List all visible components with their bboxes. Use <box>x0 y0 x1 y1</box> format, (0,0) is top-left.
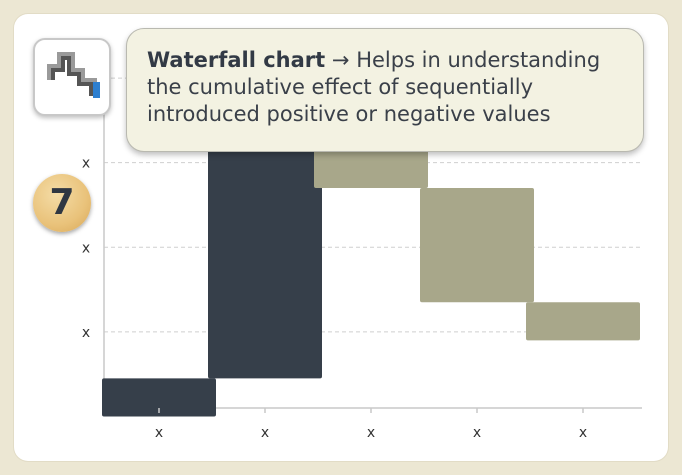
callout-title: Waterfall chart <box>147 48 326 72</box>
waterfall-bar <box>420 188 534 303</box>
callout: Waterfall chart → Helps in understanding… <box>126 28 644 152</box>
waterfall-bar <box>314 149 428 189</box>
y-tick-label: x <box>82 325 90 341</box>
step-badge: 7 <box>33 174 91 232</box>
waterfall-bar <box>526 302 640 341</box>
waterfall-chart-icon <box>33 38 111 116</box>
x-tick-label: x <box>367 425 375 441</box>
callout-arrow: → <box>331 48 350 72</box>
x-tick-label: x <box>473 425 481 441</box>
x-tick-label: x <box>155 425 163 441</box>
y-tick-label: x <box>82 156 90 172</box>
y-tick-label: x <box>82 240 90 256</box>
x-tick-label: x <box>261 425 269 441</box>
x-tick-label: x <box>579 425 587 441</box>
callout-description: Helps in understanding the cumulative ef… <box>147 48 601 126</box>
waterfall-bar <box>102 378 216 417</box>
waterfall-bar <box>208 149 322 379</box>
